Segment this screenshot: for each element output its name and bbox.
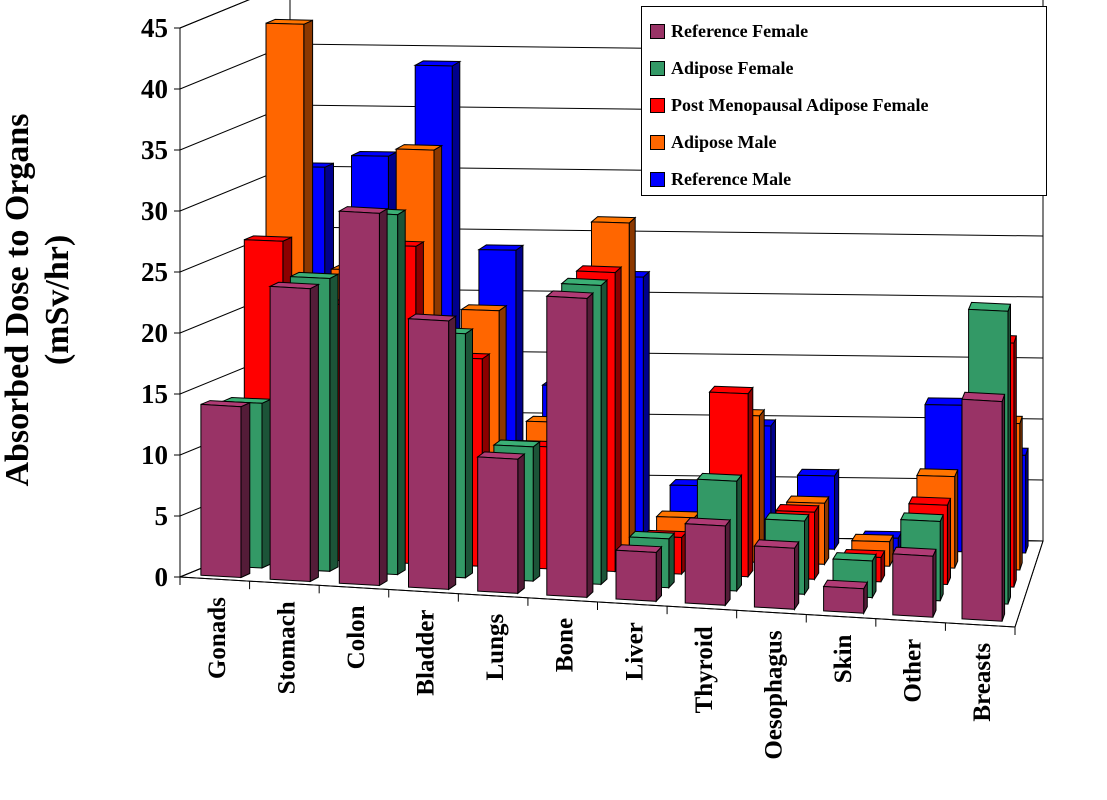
bar-front <box>338 210 380 587</box>
bar-top <box>924 397 966 406</box>
bar-side <box>747 386 754 579</box>
bar <box>684 517 732 607</box>
x-tick-label: Bone <box>552 618 579 672</box>
legend-label: Reference Female <box>671 21 809 41</box>
bar-side <box>794 540 800 611</box>
bar-side <box>628 216 636 560</box>
bar-front <box>684 523 726 606</box>
y-tick-label: 0 <box>155 562 169 592</box>
legend-swatch <box>650 172 665 187</box>
x-tick-label: Liver <box>621 622 648 680</box>
x-tick-label: Thyroid <box>691 626 718 713</box>
bar-front <box>961 398 1003 622</box>
x-tick-label: Lungs <box>482 614 509 681</box>
bar-side <box>804 513 810 596</box>
bar-side <box>240 401 251 579</box>
legend-label: Adipose Male <box>671 132 777 152</box>
x-tick-label: Breasts <box>969 643 996 722</box>
legend-label: Post Menopausal Adipose Female <box>671 95 929 115</box>
bar-front <box>477 456 519 594</box>
legend-swatch <box>650 135 665 150</box>
chart-axes <box>179 540 1044 635</box>
x-tick-label: Colon <box>343 605 370 669</box>
bar-front <box>200 403 242 579</box>
y-tick-label: 40 <box>141 74 168 104</box>
x-tick-label: Stomach <box>273 601 300 694</box>
bar-front <box>753 545 795 610</box>
bar-side <box>736 473 742 593</box>
bar-side <box>309 283 319 583</box>
legend-item-adipose-male: Adipose Male <box>650 124 1046 161</box>
bar-side <box>824 495 830 566</box>
bar-front <box>892 553 934 618</box>
series-0 <box>200 206 1006 622</box>
y-axis-label-line-1: Absorbed Dose to Organs <box>0 113 36 487</box>
x-tick-labels: Gonads Stomach Colon Bladder Lungs Bone Liver T… <box>204 597 996 760</box>
legend-label: Reference Male <box>671 169 792 189</box>
depth-axis-line <box>1014 540 1044 628</box>
legend-item-reference-female: Reference Female <box>650 13 1046 50</box>
bar-side <box>532 440 541 583</box>
y-tick-labels: 0 5 10 15 20 25 30 35 40 45 <box>141 13 180 592</box>
chart-legend: Reference Female Adipose Female Post Men… <box>641 6 1047 196</box>
bar-side <box>834 468 840 551</box>
y-tick-label: 15 <box>141 379 168 409</box>
x-tick-label: Oesophagus <box>761 630 788 759</box>
bar-side <box>329 273 339 573</box>
y-tick-label: 5 <box>155 501 169 531</box>
bar-front <box>408 318 450 590</box>
bar-side <box>655 545 662 603</box>
legend-item-post-menopausal-adipose-female: Post Menopausal Adipose Female <box>650 87 1046 124</box>
y-tick-label: 10 <box>141 440 168 470</box>
y-tick-label: 20 <box>141 318 168 348</box>
x-tick-label: Gonads <box>204 597 231 679</box>
bar-side <box>642 270 650 547</box>
bar <box>337 206 389 587</box>
bar <box>614 544 663 603</box>
bar <box>822 579 869 616</box>
bar <box>892 546 937 618</box>
bar-side <box>517 452 525 595</box>
bar-front <box>823 585 865 614</box>
bar <box>406 313 458 591</box>
bar <box>545 290 595 599</box>
y-tick-label: 30 <box>141 196 168 226</box>
bar-side <box>614 265 622 573</box>
bar <box>268 281 321 583</box>
bar-side <box>814 504 820 581</box>
y-tick-label: 35 <box>141 135 168 165</box>
bar-side <box>724 518 731 607</box>
bar-side <box>261 398 272 569</box>
bar <box>753 539 800 611</box>
y-axis-label-line-2: (mSv/hr) <box>39 234 76 366</box>
x-tick-label: Bladder <box>412 610 439 696</box>
y-tick-label: 45 <box>141 13 168 43</box>
bar-side <box>378 207 388 587</box>
bar <box>961 391 1006 622</box>
bar-front <box>615 549 657 602</box>
bar-side <box>600 278 608 586</box>
x-tick-label: Other <box>900 639 927 703</box>
bar-side <box>397 209 406 576</box>
legend-swatch <box>650 24 665 39</box>
legend-swatch <box>650 61 665 76</box>
legend-swatch <box>650 98 665 113</box>
y-tick-label: 25 <box>141 257 168 287</box>
bar-side <box>448 315 457 591</box>
gridline <box>179 0 250 29</box>
bar <box>200 400 251 579</box>
bar-side <box>464 328 473 579</box>
legend-item-reference-male: Reference Male <box>650 161 1046 198</box>
bar-front <box>546 295 588 598</box>
bar-side <box>668 531 675 589</box>
chart-bars <box>200 18 1029 622</box>
legend-item-adipose-female: Adipose Female <box>650 50 1046 87</box>
bar <box>476 451 526 595</box>
legend-label: Adipose Female <box>671 58 794 78</box>
bar-side <box>586 291 594 599</box>
bar-front <box>269 285 311 583</box>
x-tick-label: Skin <box>830 634 857 683</box>
